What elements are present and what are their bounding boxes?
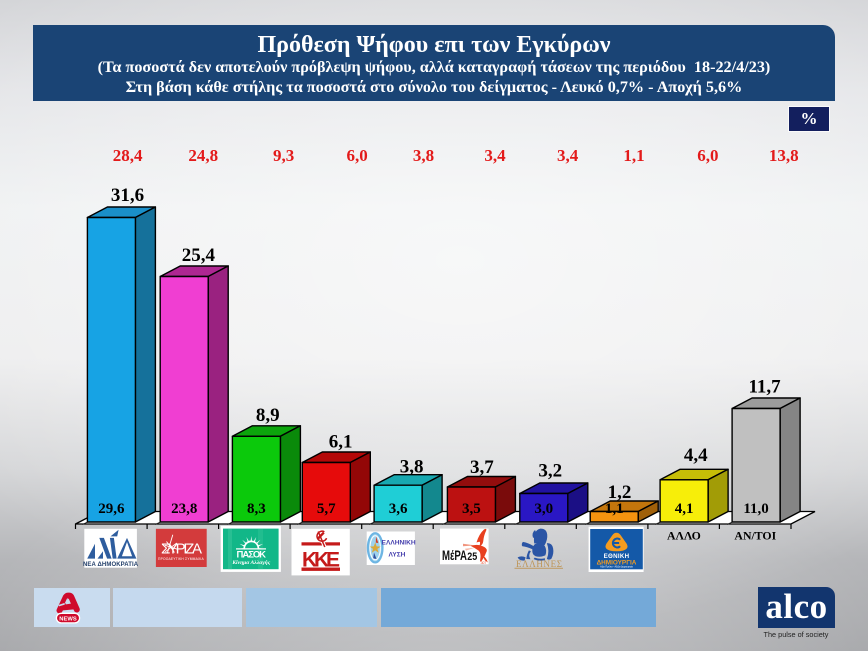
svg-text:4,4: 4,4 [684, 445, 708, 466]
svg-text:1,2: 1,2 [608, 482, 632, 503]
svg-text:3,0: 3,0 [534, 501, 553, 517]
svg-text:ΑΝ/ΤΟΙ: ΑΝ/ΤΟΙ [734, 528, 776, 542]
svg-text:8,9: 8,9 [256, 405, 280, 426]
svg-text:6,1: 6,1 [329, 432, 353, 453]
svg-text:KKE: KKE [302, 549, 340, 572]
svg-text:ΔΗΜΙΟΥΡΓΙΑ: ΔΗΜΙΟΥΡΓΙΑ [597, 559, 637, 566]
svg-text:1,1: 1,1 [605, 501, 624, 517]
svg-text:ΝΕΑ ΔΗΜΟΚΡΑΤΙΑ: ΝΕΑ ΔΗΜΟΚΡΑΤΙΑ [83, 562, 139, 568]
svg-text:23,8: 23,8 [171, 501, 197, 517]
svg-text:3,6: 3,6 [389, 501, 408, 517]
svg-text:3,8: 3,8 [400, 457, 424, 478]
svg-text:ΛΥΣΗ: ΛΥΣΗ [389, 552, 406, 559]
svg-text:NEWS: NEWS [59, 617, 77, 623]
svg-text:ΠΑΣΟΚ: ΠΑΣΟΚ [237, 550, 267, 561]
svg-text:ΠΡΟΟΔΕΥΤΙΚΗ ΣΥΜΜΑΧΙΑ: ΠΡΟΟΔΕΥΤΙΚΗ ΣΥΜΜΑΧΙΑ [158, 557, 205, 561]
svg-text:11,0: 11,0 [743, 501, 768, 517]
svg-text:Αξία Πρώτα - Αξίξει Δημιουργία: Αξία Πρώτα - Αξίξει Δημιουργία [600, 566, 633, 569]
svg-text:31,6: 31,6 [111, 185, 144, 206]
svg-text:.307: .307 [480, 561, 486, 565]
svg-text:5,7: 5,7 [317, 501, 336, 517]
svg-text:29,6: 29,6 [98, 501, 125, 517]
svg-text:25,4: 25,4 [182, 245, 216, 266]
svg-text:ΣΥΡΙΖΑ: ΣΥΡΙΖΑ [161, 540, 202, 557]
svg-text:8,3: 8,3 [247, 501, 266, 517]
svg-text:3,2: 3,2 [538, 461, 562, 482]
svg-text:3,7: 3,7 [470, 457, 494, 478]
svg-text:11,7: 11,7 [748, 377, 781, 398]
svg-text:ΕΛΛΗΝΕΣ: ΕΛΛΗΝΕΣ [516, 559, 562, 569]
svg-text:Κίνημα Αλλαγής: Κίνημα Αλλαγής [231, 559, 270, 566]
svg-text:ΜέΡΑ: ΜέΡΑ [442, 547, 467, 563]
svg-text:ΕΘΝΙΚΗ: ΕΘΝΙΚΗ [604, 553, 630, 560]
svg-text:3,5: 3,5 [462, 501, 481, 517]
svg-text:4,1: 4,1 [675, 501, 694, 517]
svg-text:25: 25 [467, 551, 477, 563]
svg-text:ΕΛΛΗΝΙΚΗ: ΕΛΛΗΝΙΚΗ [382, 539, 416, 546]
svg-text:ΑΛΛΟ: ΑΛΛΟ [667, 528, 701, 542]
